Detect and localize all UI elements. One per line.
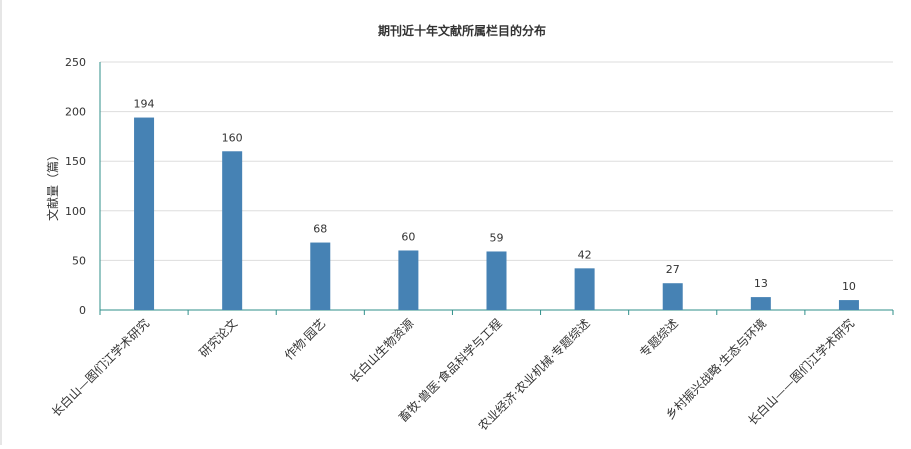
- bar[interactable]: [574, 268, 595, 310]
- x-tick-label: 长白山生物资源: [346, 316, 416, 386]
- y-tick-label: 100: [65, 205, 86, 218]
- x-tick-label: 乡村振兴战略·生态与环境: [662, 316, 769, 423]
- x-tick-label: 畜牧·兽医·食品科学与工程: [395, 316, 504, 425]
- bar[interactable]: [750, 297, 771, 310]
- x-tick-labels: 长白山—图们江学术研究 研究论文 作物·园艺 长白山生物资源畜牧·兽医·食品科学与工程…: [48, 316, 857, 434]
- x-tick-label: 长白山—图们江学术研究: [48, 316, 152, 420]
- y-tick-label: 200: [65, 106, 86, 119]
- y-axis-label: 文献量（篇）: [45, 149, 60, 221]
- data-label: 60: [401, 230, 415, 243]
- data-label: 27: [666, 263, 680, 276]
- x-tick-label: 作物·园艺: [282, 316, 329, 363]
- data-label: 42: [578, 248, 592, 261]
- data-label: 194: [134, 98, 155, 111]
- bar[interactable]: [662, 283, 683, 310]
- chart-title: 期刊近十年文献所属栏目的分布: [378, 23, 546, 38]
- bars: [134, 117, 859, 310]
- bar[interactable]: [222, 151, 243, 310]
- y-tick-label: 250: [65, 56, 86, 69]
- y-tick-label: 50: [72, 254, 86, 267]
- data-labels: 194 160 68 60 59 42 27 13 10: [134, 98, 856, 294]
- x-tick-label: 专题综述: [636, 316, 681, 361]
- y-tick-label: 0: [79, 304, 86, 317]
- y-tick-labels: 0 50 100 150 200 250: [65, 56, 86, 317]
- data-label: 59: [490, 231, 504, 244]
- bar[interactable]: [134, 117, 155, 310]
- left-border: [0, 0, 2, 445]
- bar[interactable]: [838, 300, 859, 310]
- data-label: 68: [313, 223, 327, 236]
- bar[interactable]: [310, 242, 331, 310]
- x-tick-label: 研究论文: [196, 316, 241, 361]
- bar[interactable]: [398, 250, 419, 310]
- data-label: 10: [842, 280, 856, 293]
- data-label: 13: [754, 277, 768, 290]
- bar[interactable]: [486, 251, 507, 310]
- y-tick-label: 150: [65, 155, 86, 168]
- data-label: 160: [222, 131, 243, 144]
